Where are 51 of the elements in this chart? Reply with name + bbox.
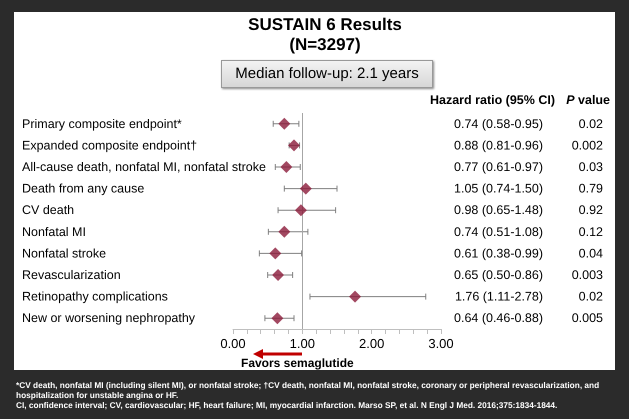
data-label: 0.88 (0.81-0.96) [454, 138, 543, 152]
text: 0.03 [578, 160, 604, 174]
text: 0.005 [572, 311, 604, 326]
point [294, 204, 307, 216]
chart-subtitle: Median follow-up: 2.1 years [221, 60, 433, 88]
y-tick-label: Revascularization [22, 268, 121, 282]
y-tick-label: Primary composite endpoint* [22, 116, 182, 131]
y-tick-label: New or worsening nephropathy [22, 311, 196, 326]
x-tick-label: 0.00 [220, 336, 246, 351]
y-tick-label: Nonfatal MI [22, 224, 86, 239]
text: 0.79 [578, 182, 604, 196]
y-tick-label: Expanded composite endpoint† [22, 138, 198, 152]
point [271, 312, 284, 324]
point [272, 269, 284, 281]
chart-title: SUSTAIN 6 Results (N=3297) [247, 15, 403, 55]
text: P value [566, 93, 610, 107]
y-tick-label: Nonfatal stroke [22, 246, 106, 260]
point [278, 226, 290, 238]
point [349, 290, 362, 303]
point [269, 247, 282, 260]
text: 0.12 [578, 224, 604, 239]
data-label: 0.61 (0.38-0.99) [454, 246, 543, 260]
text: 0.003 [572, 268, 604, 282]
data-label: 0.77 (0.61-0.97) [454, 160, 543, 174]
text: 0.02 [578, 290, 604, 304]
point [288, 139, 300, 152]
text: Hazard ratio (95% CI) [430, 93, 555, 107]
point [300, 182, 312, 195]
text: 0.002 [572, 138, 604, 152]
point [280, 161, 292, 173]
y-tick-label: All-cause death, nonfatal MI, nonfatal stroke [22, 160, 266, 174]
text: *CV death, nonfatal MI (including silent MI), or nonfatal stroke; †CV death, nonfatal MI, nonfatal stroke, coronary or peripheral revascularization, and hospitalization for unstable angina or HF. [16, 380, 600, 400]
data-label: 1.05 (0.74-1.50) [454, 182, 543, 196]
y-tick-label: Death from any cause [22, 182, 144, 196]
text: 0.02 [578, 116, 604, 131]
point [278, 118, 290, 130]
data-label: 0.64 (0.46-0.88) [454, 311, 543, 326]
data-label: 0.65 (0.50-0.86) [454, 268, 543, 282]
text: 0.92 [578, 203, 604, 218]
y-tick-label: CV death [22, 203, 74, 218]
data-label: 0.74 (0.51-1.08) [454, 224, 543, 239]
y-tick-label: Retinopathy complications [22, 290, 168, 304]
data-label: 0.74 (0.58-0.95) [454, 116, 543, 131]
text: CI, confidence interval; CV, cardiovascular; HF, heart failure; MI, myocardial infarction. Marso SP, et al. N Engl J Med. 2016;375:1834-1844. [16, 400, 558, 410]
x-tick-label: 3.00 [428, 336, 454, 351]
text: 0.04 [578, 246, 604, 260]
x-tick-label: 2.00 [359, 336, 384, 351]
data-label: 0.98 (0.65-1.48) [454, 203, 543, 218]
data-label: 1.76 (1.11-2.78) [454, 290, 543, 304]
text: Favors semaglutide [241, 356, 354, 370]
x-tick-label: 1.00 [290, 336, 315, 351]
